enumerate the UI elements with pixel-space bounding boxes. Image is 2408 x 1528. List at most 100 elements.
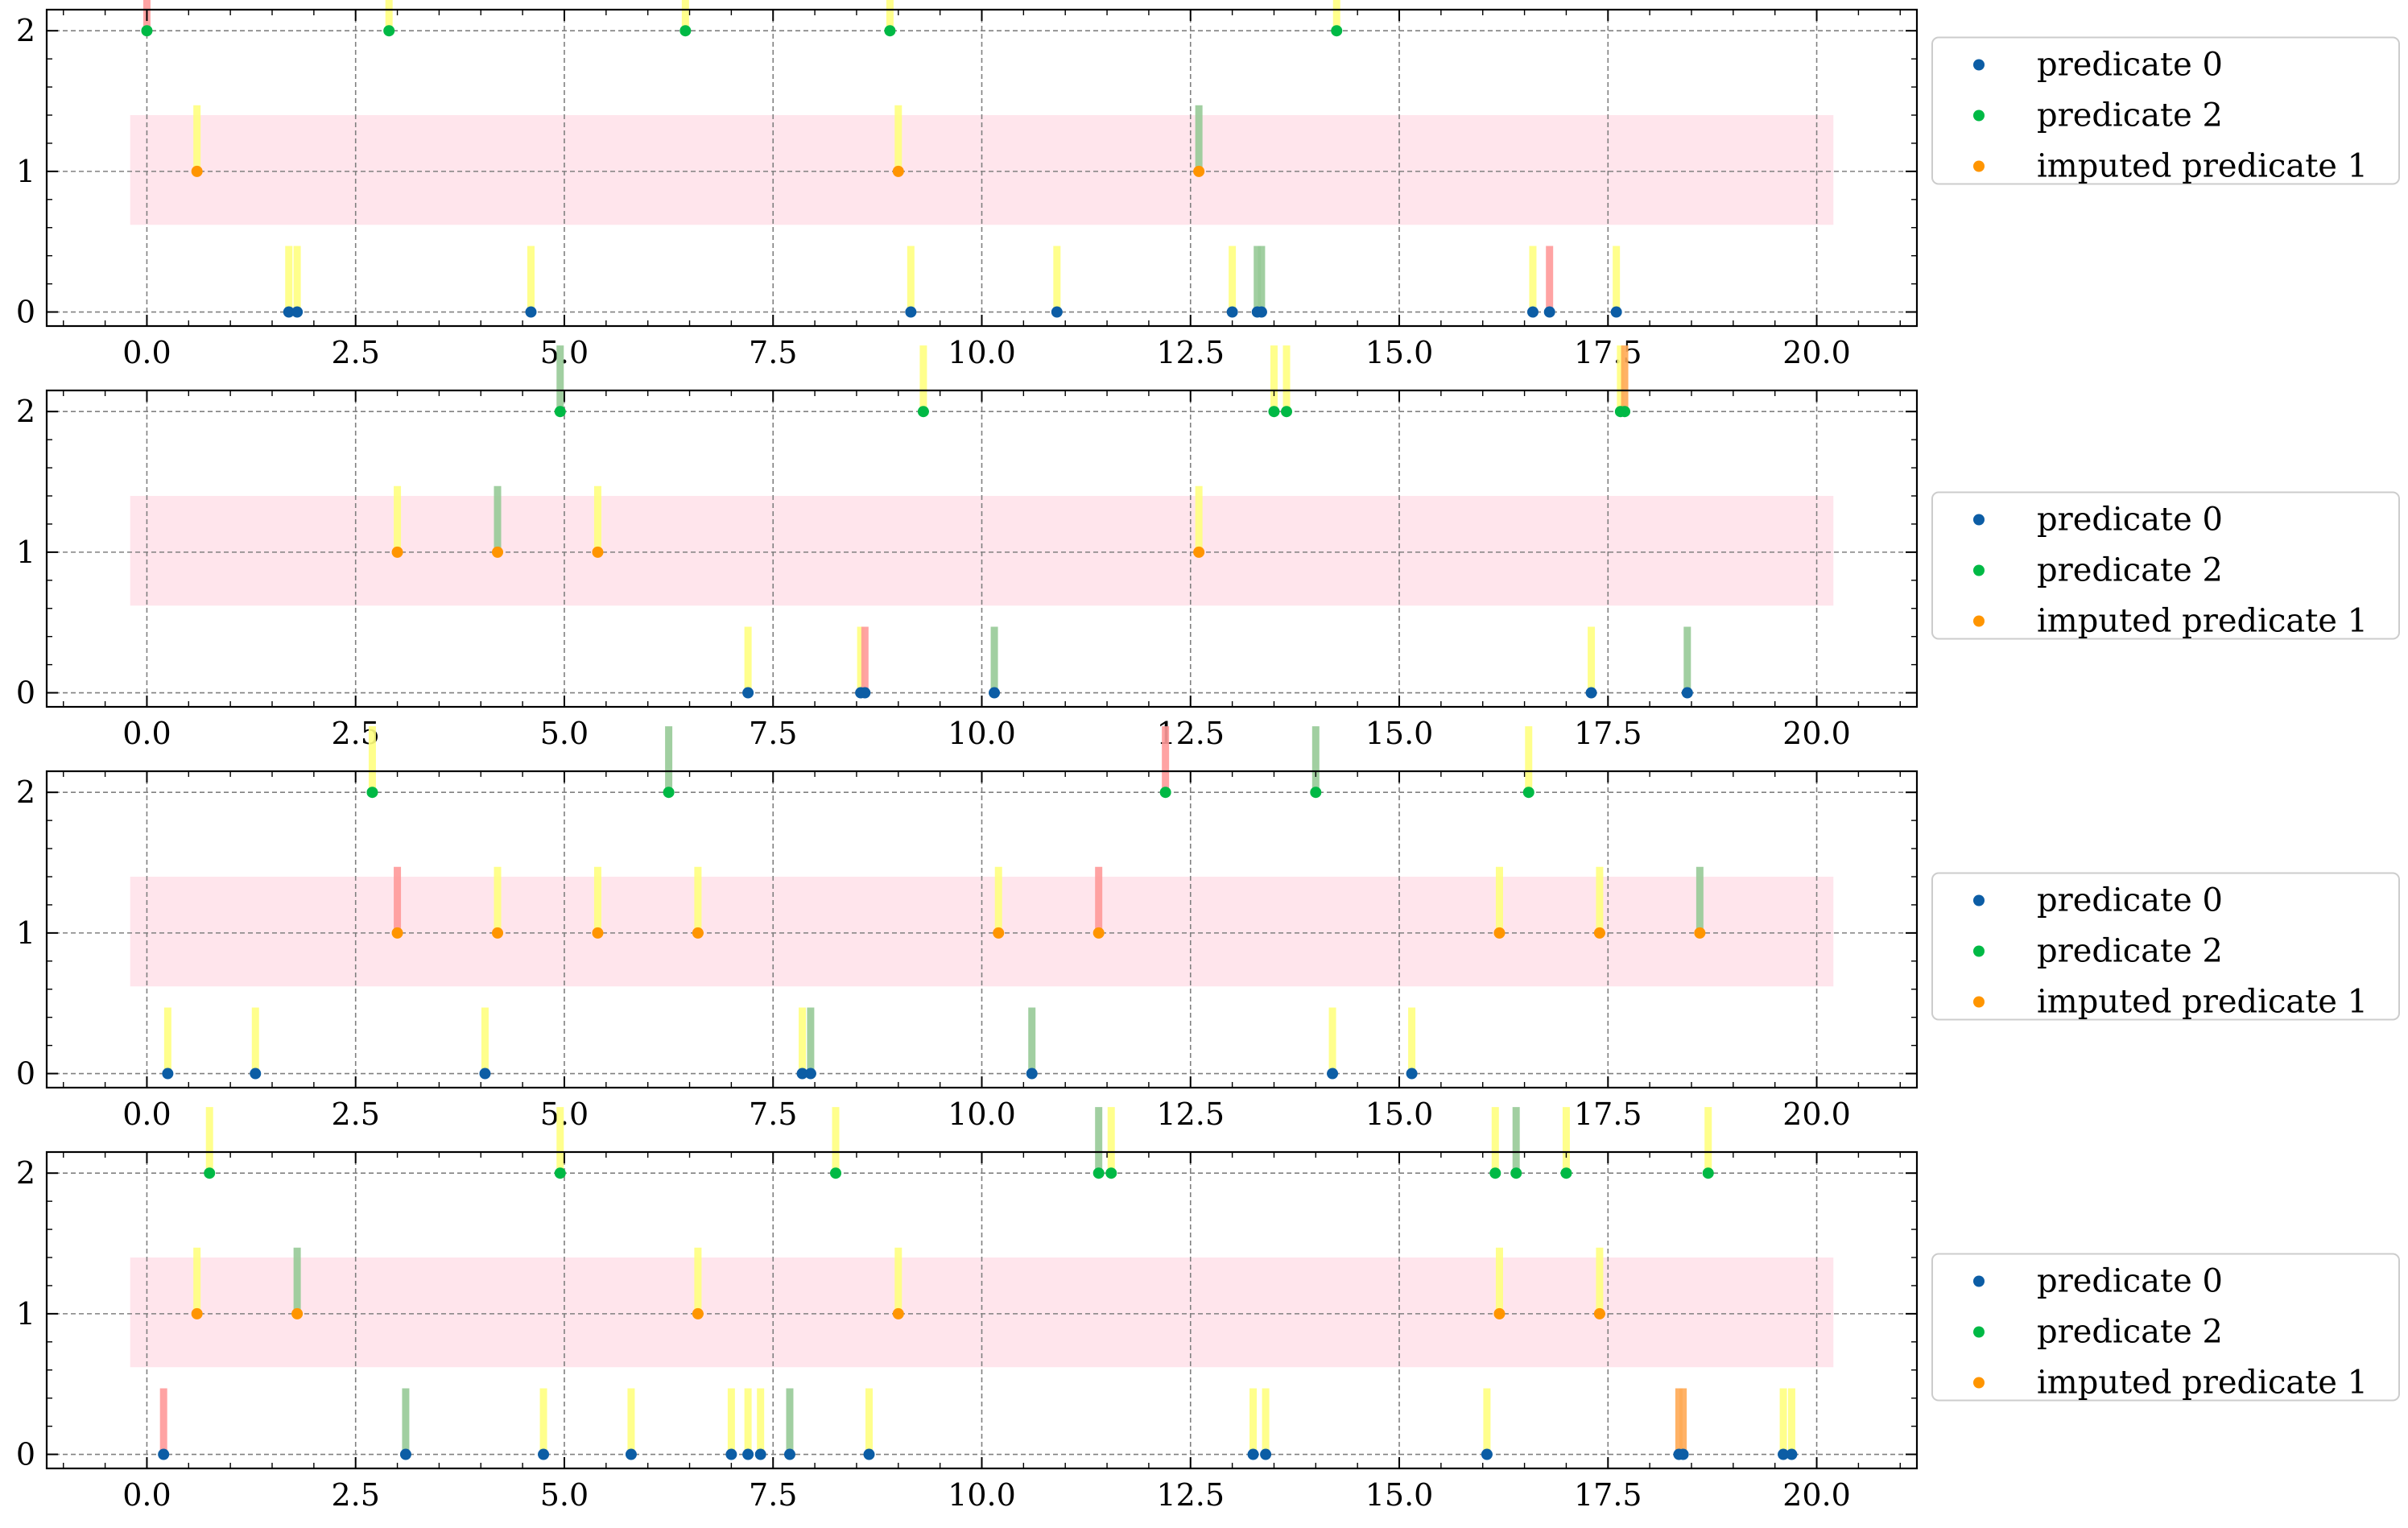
x-tick-label: 0.0 <box>122 716 171 751</box>
data-point-predicate-2 <box>884 25 896 37</box>
x-tick-label: 10.0 <box>948 335 1016 370</box>
data-point-imputed-predicate-1 <box>391 546 403 558</box>
x-tick-label: 12.5 <box>1156 335 1225 370</box>
data-point-predicate-0 <box>804 1068 816 1080</box>
data-point-predicate-0 <box>399 1448 411 1460</box>
data-point-predicate-2 <box>1489 1167 1501 1179</box>
data-point-predicate-2 <box>830 1167 842 1179</box>
y-tick-label: 1 <box>16 1296 35 1332</box>
x-tick-label: 12.5 <box>1156 1096 1225 1132</box>
x-tick-label: 15.0 <box>1365 1477 1434 1513</box>
x-tick-label: 7.5 <box>749 1477 797 1513</box>
legend-label: predicate 0 <box>2037 882 2223 919</box>
x-tick-label: 20.0 <box>1782 716 1851 751</box>
data-point-predicate-0 <box>725 1448 737 1460</box>
x-tick-label: 15.0 <box>1365 716 1434 751</box>
x-tick-label: 10.0 <box>948 716 1016 751</box>
x-tick-label: 17.5 <box>1574 1096 1642 1132</box>
legend-label: predicate 2 <box>2037 97 2223 134</box>
x-tick-label: 15.0 <box>1365 335 1434 370</box>
data-point-predicate-2 <box>917 406 929 418</box>
data-point-predicate-2 <box>1310 787 1322 799</box>
legend-label: predicate 2 <box>2037 1314 2223 1351</box>
data-point-imputed-predicate-1 <box>492 927 504 939</box>
data-point-imputed-predicate-1 <box>291 1307 304 1319</box>
data-point-predicate-0 <box>1051 306 1063 318</box>
data-point-predicate-0 <box>754 1448 766 1460</box>
subplot-2: 0.0 2.5 5.0 7.5 10.0 12.5 15.0 17.5 20.0012predi… <box>16 345 2400 751</box>
subplot-4: 0.0 2.5 5.0 7.5 10.0 12.5 15.0 17.5 20.0 0 1 2 predi… <box>16 1107 2400 1513</box>
data-point-predicate-2 <box>1268 406 1280 418</box>
x-tick-label: 20.0 <box>1782 1477 1851 1513</box>
data-point-predicate-0 <box>1226 306 1238 318</box>
legend: predicate 0 predicate 2 imputed predicate … <box>1931 491 2400 640</box>
x-tick-label: 2.5 <box>331 335 379 370</box>
data-point-imputed-predicate-1 <box>592 546 604 558</box>
legend-marker-predicate-0 <box>1973 59 1985 71</box>
legend-label: imputed predicate 1 <box>2037 984 2368 1021</box>
data-point-imputed-predicate-1 <box>1092 927 1105 939</box>
data-point-predicate-2 <box>366 787 378 799</box>
data-point-predicate-2 <box>679 25 692 37</box>
legend-frame <box>1931 491 2400 640</box>
legend-marker-predicate-2 <box>1973 564 1985 576</box>
data-point-predicate-0 <box>1247 1448 1259 1460</box>
data-point-predicate-0 <box>525 306 537 318</box>
x-tick-label: 5.0 <box>540 1477 589 1513</box>
data-point-predicate-0 <box>162 1068 174 1080</box>
data-point-predicate-2 <box>141 25 153 37</box>
y-tick-label: 0 <box>16 1437 35 1472</box>
data-point-predicate-0 <box>1255 306 1267 318</box>
legend-label: predicate 0 <box>2037 47 2223 84</box>
data-point-imputed-predicate-1 <box>1493 1307 1506 1319</box>
legend-label: predicate 0 <box>2037 1263 2223 1300</box>
legend-marker-predicate-0 <box>1973 894 1985 906</box>
data-point-predicate-0 <box>783 1448 795 1460</box>
data-point-predicate-0 <box>796 1068 808 1080</box>
data-point-imputed-predicate-1 <box>692 927 704 939</box>
y-tick-label: 2 <box>16 1155 35 1191</box>
y-tick-label: 1 <box>16 535 35 570</box>
legend-frame <box>1931 1253 2400 1402</box>
x-tick-label: 5.0 <box>540 716 589 751</box>
x-tick-label: 5.0 <box>540 1096 589 1132</box>
data-point-predicate-0 <box>1481 1448 1493 1460</box>
data-point-imputed-predicate-1 <box>1193 546 1205 558</box>
data-point-predicate-0 <box>1526 306 1539 318</box>
data-point-predicate-0 <box>1681 687 1693 699</box>
legend-marker-predicate-0 <box>1973 514 1985 526</box>
legend-label: predicate 2 <box>2037 552 2223 589</box>
legend-marker-imputed-predicate-1 <box>1973 996 1985 1008</box>
x-tick-label: 12.5 <box>1156 1477 1225 1513</box>
x-tick-label: 5.0 <box>540 335 589 370</box>
legend: predicate 0 predicate 2 imputed predicate … <box>1931 1253 2400 1402</box>
data-point-imputed-predicate-1 <box>191 165 203 177</box>
data-point-predicate-0 <box>1026 1068 1038 1080</box>
data-point-imputed-predicate-1 <box>1694 927 1706 939</box>
x-tick-label: 17.5 <box>1574 335 1642 370</box>
data-point-imputed-predicate-1 <box>1193 165 1205 177</box>
data-point-predicate-0 <box>1677 1448 1689 1460</box>
y-tick-label: 0 <box>16 1056 35 1092</box>
legend-label: predicate 0 <box>2037 502 2223 539</box>
data-point-predicate-0 <box>905 306 917 318</box>
data-point-predicate-0 <box>742 1448 754 1460</box>
y-tick-label: 1 <box>16 154 35 189</box>
x-tick-label: 17.5 <box>1574 1477 1642 1513</box>
data-point-predicate-2 <box>1281 406 1293 418</box>
subplot-1: 0.0 2.5 5.0 7.5 10.0 12.5 15.0 17.5 20.0 0 1 2 predi… <box>16 0 2400 370</box>
x-tick-label: 7.5 <box>749 716 797 751</box>
data-point-predicate-0 <box>250 1068 262 1080</box>
legend-marker-imputed-predicate-1 <box>1973 160 1985 172</box>
x-tick-label: 0.0 <box>122 1096 171 1132</box>
legend-label: imputed predicate 1 <box>2037 603 2368 640</box>
data-point-predicate-2 <box>1105 1167 1117 1179</box>
data-point-imputed-predicate-1 <box>492 546 504 558</box>
x-tick-label: 7.5 <box>749 335 797 370</box>
data-point-predicate-2 <box>204 1167 216 1179</box>
legend-label: predicate 2 <box>2037 933 2223 970</box>
subplot-3: 0.0 2.5 5.0 7.5 10.0 12.5 15.0 17.5 20.0 0 1 2 predi… <box>16 726 2400 1132</box>
y-tick-label: 1 <box>16 915 35 951</box>
legend-label: imputed predicate 1 <box>2037 148 2368 185</box>
legend-marker-imputed-predicate-1 <box>1973 1377 1985 1389</box>
